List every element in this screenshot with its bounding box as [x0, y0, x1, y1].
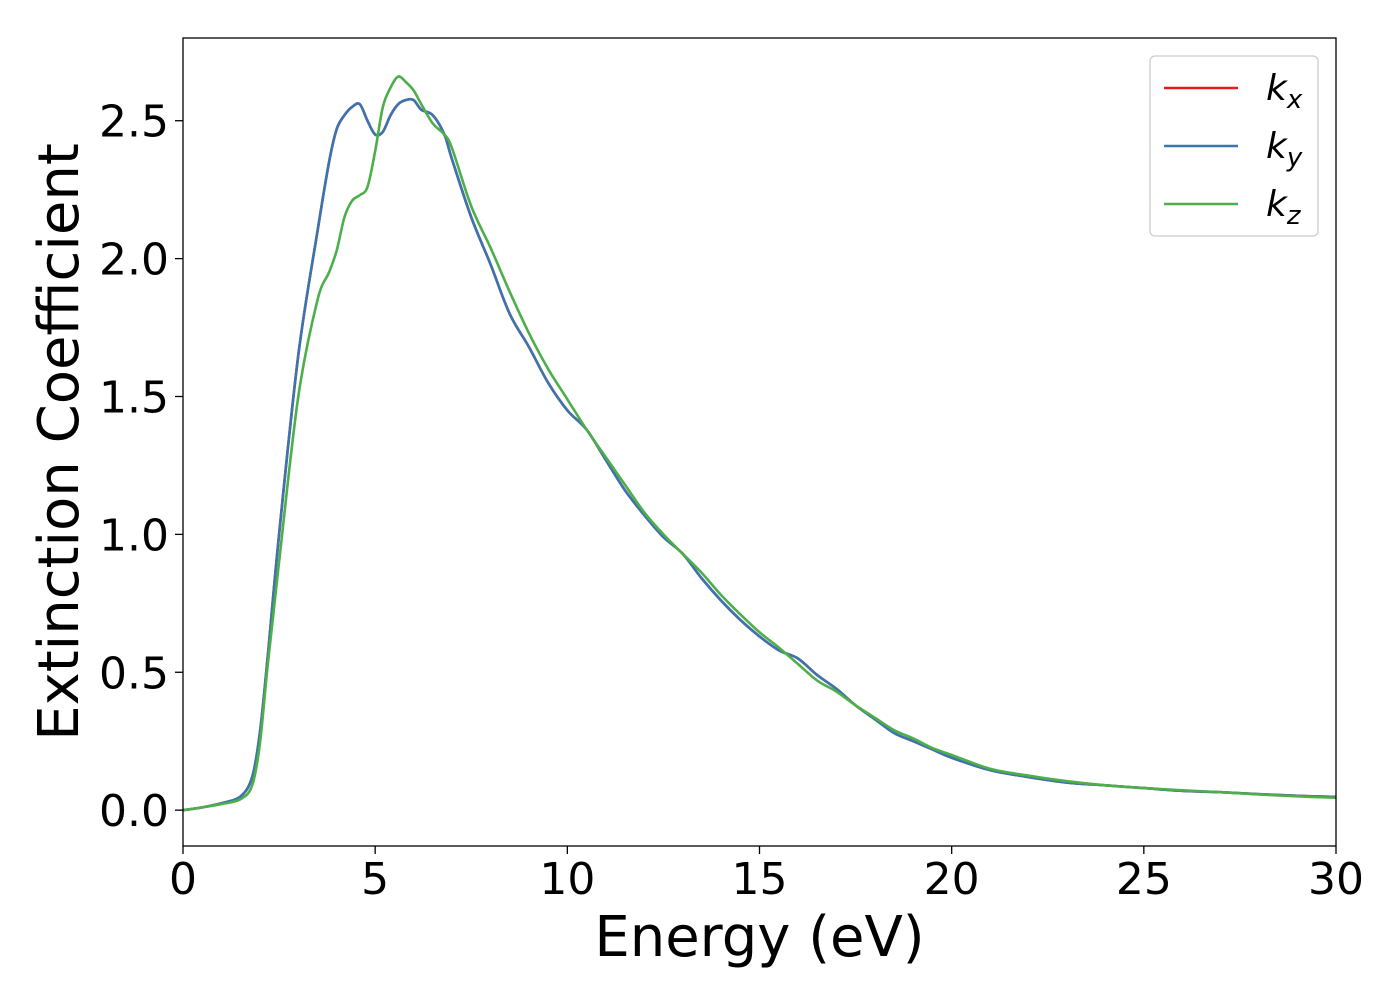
legend-label-kx: kx [1266, 68, 1303, 115]
legend-label-subscript: x [1286, 85, 1303, 115]
y-axis-label: Extinction Coefficient [27, 143, 92, 741]
series-line-kz [183, 75, 1336, 812]
y-tick-label: 1.0 [99, 510, 169, 561]
x-tick-label: 30 [1308, 854, 1364, 905]
y-tick-label: 2.5 [99, 97, 169, 148]
legend-label-base: k [1266, 68, 1289, 109]
legend-label-kz: kz [1266, 184, 1302, 231]
legend-label-ky: ky [1266, 126, 1303, 173]
legend-label-base: k [1266, 126, 1289, 167]
x-tick-label: 5 [361, 854, 389, 905]
y-tick-label: 1.5 [99, 372, 169, 423]
y-tick-label: 0.5 [99, 648, 169, 699]
x-tick-label: 15 [732, 854, 788, 905]
x-tick-label: 0 [169, 854, 197, 905]
x-axis-label: Energy (eV) [594, 905, 924, 970]
x-tick-label: 10 [539, 854, 595, 905]
series-line-ky [183, 97, 1336, 812]
y-tick-label: 0.0 [99, 786, 169, 837]
series-layer [183, 75, 1336, 812]
legend-label-subscript: y [1286, 143, 1303, 173]
legend-label-base: k [1266, 184, 1289, 225]
legend-label-subscript: z [1286, 201, 1302, 231]
y-tick-label: 2.0 [99, 235, 169, 286]
axis-ticks: 0 5 10 15 20 25 30 0.0 0.5 1.0 1.5 2.0 2.5 [99, 97, 1364, 905]
x-tick-label: 20 [924, 854, 980, 905]
x-tick-label: 25 [1116, 854, 1172, 905]
